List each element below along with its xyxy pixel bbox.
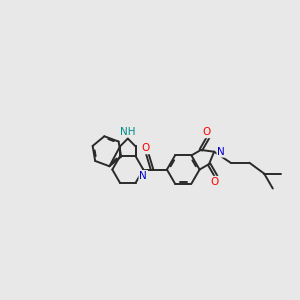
- Text: O: O: [211, 177, 219, 187]
- Text: NH: NH: [120, 127, 136, 136]
- Text: O: O: [141, 143, 149, 153]
- Text: N: N: [140, 171, 147, 181]
- Text: N: N: [217, 147, 225, 157]
- Text: O: O: [202, 128, 211, 137]
